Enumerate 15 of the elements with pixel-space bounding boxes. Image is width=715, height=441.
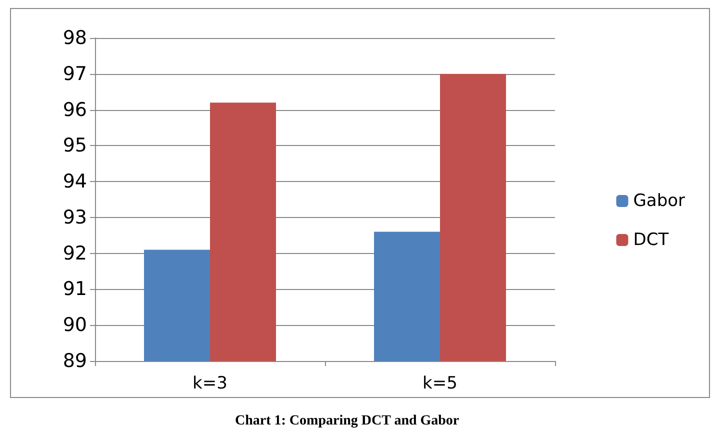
x-tick-label: k=3 [192,374,228,394]
y-tick-label: 90 [62,314,87,336]
y-tick-label: 94 [62,170,87,193]
y-tick-label: 98 [62,27,87,49]
legend-label: Gabor [633,191,686,211]
y-tick-label: 97 [62,62,87,85]
y-tick-label: 96 [62,98,87,121]
text: Chart 1: Comparing DCT and Gabor [235,414,460,428]
y-tick-label: 95 [62,134,87,157]
y-tick-label: 92 [62,242,87,264]
x-tick-label: k=5 [422,374,458,394]
legend-label: DCT [633,230,670,250]
y-tick-label: 89 [62,350,87,372]
y-tick-label: 93 [62,206,87,228]
y-tick-label: 91 [62,278,87,300]
